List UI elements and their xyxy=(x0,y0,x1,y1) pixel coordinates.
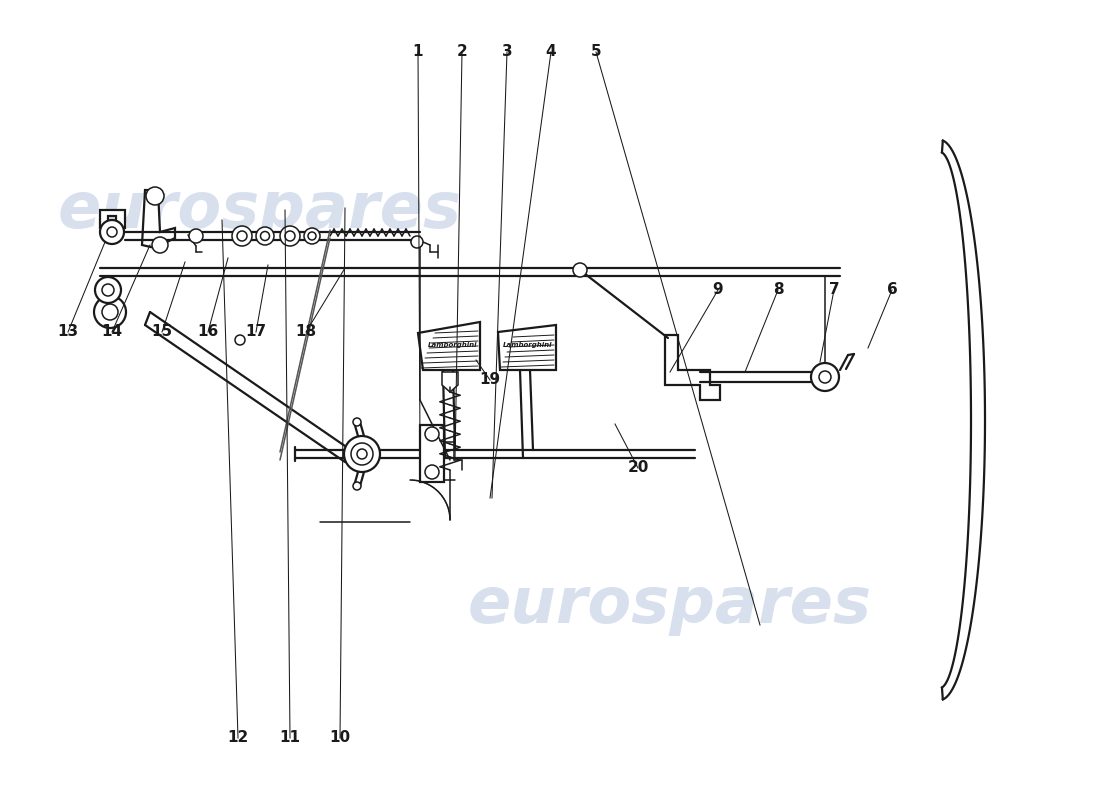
Circle shape xyxy=(353,418,361,426)
Text: 13: 13 xyxy=(57,325,78,339)
Polygon shape xyxy=(418,322,480,370)
Circle shape xyxy=(100,220,124,244)
Circle shape xyxy=(285,231,295,241)
Text: Lamborghini: Lamborghini xyxy=(504,342,552,348)
Circle shape xyxy=(189,229,204,243)
Circle shape xyxy=(411,236,424,248)
Text: 9: 9 xyxy=(713,282,724,298)
Circle shape xyxy=(811,363,839,391)
Circle shape xyxy=(304,228,320,244)
Text: 19: 19 xyxy=(480,373,501,387)
Text: 18: 18 xyxy=(296,325,317,339)
Text: Lamborghini: Lamborghini xyxy=(428,342,477,348)
Text: 12: 12 xyxy=(228,730,249,746)
Circle shape xyxy=(232,226,252,246)
Circle shape xyxy=(94,296,126,328)
Text: 2: 2 xyxy=(456,45,468,59)
Text: 14: 14 xyxy=(101,325,122,339)
Text: eurospares: eurospares xyxy=(468,574,872,636)
Circle shape xyxy=(358,449,367,459)
Circle shape xyxy=(308,232,316,240)
Polygon shape xyxy=(142,190,175,248)
Text: 20: 20 xyxy=(627,461,649,475)
Circle shape xyxy=(107,227,117,237)
Text: 16: 16 xyxy=(197,325,219,339)
Circle shape xyxy=(353,482,361,490)
Text: 6: 6 xyxy=(887,282,898,298)
Circle shape xyxy=(344,436,380,472)
Circle shape xyxy=(95,277,121,303)
Text: 8: 8 xyxy=(772,282,783,298)
Text: 3: 3 xyxy=(502,45,513,59)
Polygon shape xyxy=(442,372,458,392)
Circle shape xyxy=(261,231,270,241)
Text: eurospares: eurospares xyxy=(58,179,462,241)
Circle shape xyxy=(573,263,587,277)
Circle shape xyxy=(102,304,118,320)
Circle shape xyxy=(102,284,114,296)
Text: 4: 4 xyxy=(546,45,557,59)
Polygon shape xyxy=(100,210,125,228)
Polygon shape xyxy=(666,335,720,400)
Text: 1: 1 xyxy=(412,45,424,59)
Circle shape xyxy=(235,335,245,345)
Circle shape xyxy=(425,427,439,441)
Circle shape xyxy=(236,231,248,241)
Circle shape xyxy=(256,227,274,245)
Text: 17: 17 xyxy=(245,325,266,339)
Polygon shape xyxy=(420,425,444,482)
Text: 11: 11 xyxy=(279,730,300,746)
Text: 10: 10 xyxy=(329,730,351,746)
Circle shape xyxy=(146,187,164,205)
Circle shape xyxy=(425,465,439,479)
Text: 7: 7 xyxy=(828,282,839,298)
Text: 15: 15 xyxy=(152,325,173,339)
Polygon shape xyxy=(498,325,556,370)
Circle shape xyxy=(820,371,830,383)
Circle shape xyxy=(152,237,168,253)
Circle shape xyxy=(280,226,300,246)
Circle shape xyxy=(351,443,373,465)
Text: 5: 5 xyxy=(591,45,602,59)
